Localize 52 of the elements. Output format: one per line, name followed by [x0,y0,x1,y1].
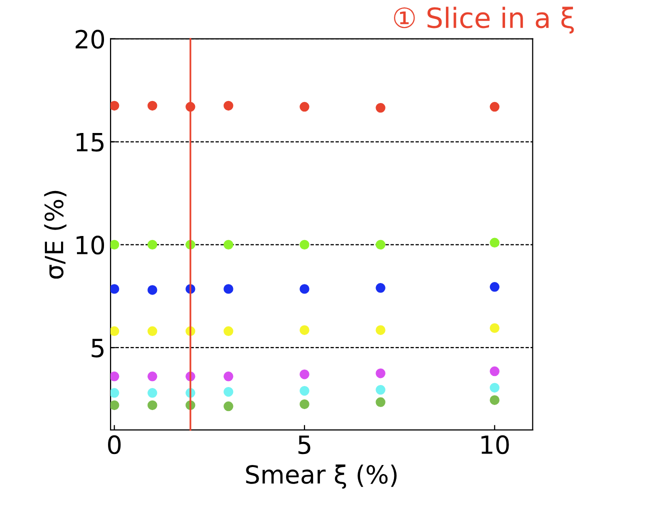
point [148,285,158,295]
y-axis-title: σ/E (%) [44,190,66,279]
point [376,368,386,378]
point [376,384,386,395]
point [110,240,120,250]
text: ① Slice in a ξ [394,6,574,34]
point [224,240,234,250]
y-tick-label: 5 [92,338,104,358]
x-axis-title: Smear ξ (%) [246,464,397,489]
point [224,401,234,412]
y-tick-label: 10 [76,236,104,255]
x-tick-label: 10 [481,435,509,454]
point [224,284,234,294]
point [490,382,500,393]
point [490,323,500,333]
point [300,325,310,335]
point [148,326,158,336]
point [148,400,158,410]
point [110,100,120,111]
point [224,326,234,336]
point [300,102,310,112]
point [224,372,234,382]
point [148,240,158,250]
y-tick-label: 15 [76,133,104,152]
point [110,284,120,294]
point [300,386,310,396]
point [110,372,120,382]
point [148,100,158,111]
point [490,282,500,292]
y-tick-label: 20 [76,30,104,49]
point [376,397,386,408]
point [300,370,310,380]
point [300,399,310,410]
point [490,366,500,376]
point [300,240,310,250]
point [490,395,500,405]
point [376,240,386,250]
point [490,238,500,248]
point [110,400,120,410]
point [300,284,310,294]
point [110,388,120,398]
point [224,387,234,397]
x-tick-label: 0 [108,435,121,454]
point [376,102,386,113]
point [148,372,158,382]
point [224,100,234,111]
point [376,325,386,335]
point [490,102,500,112]
point [110,326,120,336]
point [376,283,386,293]
point [148,388,158,398]
x-tick-label: 5 [298,436,310,454]
